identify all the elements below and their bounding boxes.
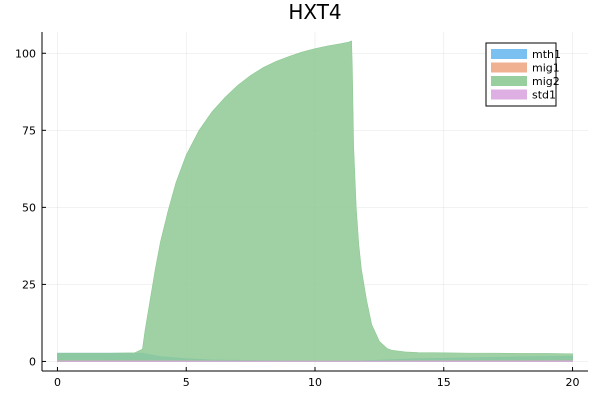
chart-title: HXT4 — [288, 0, 341, 24]
x-tick-label: 15 — [437, 376, 451, 389]
legend-label-mig2: mig2 — [532, 75, 560, 88]
legend-swatch-mig2 — [491, 76, 527, 86]
legend-label-std1: std1 — [532, 89, 556, 102]
axes: 0 5 10 15 20 0 25 50 75 100 — [15, 32, 588, 389]
y-tick-label: 25 — [22, 278, 36, 291]
x-tick-label: 20 — [566, 376, 580, 389]
legend-label-mth1: mth1 — [532, 48, 561, 61]
area-mig2 — [57, 40, 573, 362]
legend-label-mig1: mig1 — [532, 62, 560, 75]
x-tick-label: 10 — [308, 376, 322, 389]
legend-swatch-mth1 — [491, 49, 527, 59]
y-tick-label: 50 — [22, 201, 36, 214]
area-std1 — [57, 360, 573, 362]
legend-swatch-mig1 — [491, 62, 527, 73]
y-tick-label: 0 — [29, 355, 36, 368]
x-tick-label: 5 — [183, 376, 190, 389]
x-tick-label: 0 — [54, 376, 61, 389]
y-tick-label: 100 — [15, 47, 36, 60]
series-areas — [57, 40, 573, 362]
legend-swatch-std1 — [491, 89, 527, 100]
y-tick-label: 75 — [22, 124, 36, 137]
